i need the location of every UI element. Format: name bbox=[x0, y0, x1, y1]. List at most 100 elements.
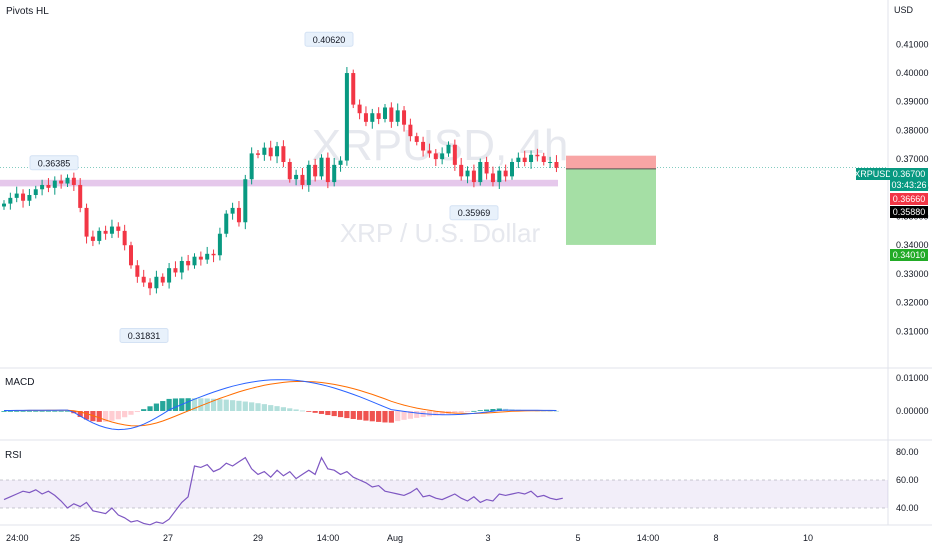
candle-body[interactable] bbox=[205, 253, 210, 260]
candle-body[interactable] bbox=[141, 276, 146, 283]
candle-body[interactable] bbox=[287, 162, 292, 180]
candle-body[interactable] bbox=[52, 180, 57, 188]
candle-body[interactable] bbox=[78, 184, 83, 208]
macd-histogram-bar bbox=[376, 411, 382, 422]
candle-body[interactable] bbox=[211, 253, 216, 256]
candle-body[interactable] bbox=[173, 268, 178, 273]
candle-body[interactable] bbox=[306, 164, 311, 185]
candle-body[interactable] bbox=[116, 226, 121, 231]
candle-body[interactable] bbox=[497, 170, 502, 183]
candle-body[interactable] bbox=[554, 162, 559, 168]
candle-body[interactable] bbox=[46, 184, 51, 188]
candle-body[interactable] bbox=[179, 261, 184, 273]
candle-body[interactable] bbox=[40, 184, 45, 190]
candle-body[interactable] bbox=[510, 162, 514, 177]
candle-body[interactable] bbox=[21, 193, 26, 201]
candle-body[interactable] bbox=[351, 73, 356, 105]
candle-body[interactable] bbox=[344, 73, 349, 161]
candle-body[interactable] bbox=[14, 193, 19, 198]
macd-histogram-bar bbox=[325, 411, 331, 416]
candle-body[interactable] bbox=[389, 107, 394, 122]
candle-body[interactable] bbox=[414, 136, 419, 142]
candle-body[interactable] bbox=[262, 147, 267, 155]
candle-body[interactable] bbox=[395, 110, 400, 122]
candle-body[interactable] bbox=[376, 113, 381, 119]
candle-body[interactable] bbox=[160, 276, 165, 283]
candle-body[interactable] bbox=[90, 236, 95, 241]
macd-histogram-bar bbox=[388, 411, 394, 423]
candle-body[interactable] bbox=[268, 147, 273, 157]
candle-body[interactable] bbox=[478, 162, 483, 183]
candle-body[interactable] bbox=[421, 141, 426, 151]
candle-body[interactable] bbox=[465, 170, 470, 177]
candle-body[interactable] bbox=[249, 153, 254, 180]
candle-body[interactable] bbox=[71, 177, 76, 185]
macd-histogram-bar bbox=[344, 411, 350, 419]
candle-body[interactable] bbox=[135, 265, 140, 277]
candle-body[interactable] bbox=[357, 104, 362, 114]
stop-loss-zone[interactable] bbox=[566, 155, 656, 169]
candle-body[interactable] bbox=[459, 164, 464, 177]
candle-body[interactable] bbox=[186, 261, 191, 266]
macd-histogram-bar bbox=[287, 408, 293, 411]
candle-body[interactable] bbox=[275, 146, 280, 157]
candle-body[interactable] bbox=[548, 162, 553, 163]
candle-body[interactable] bbox=[370, 113, 375, 122]
candle-body[interactable] bbox=[224, 213, 229, 234]
candle-body[interactable] bbox=[503, 170, 508, 177]
candle-body[interactable] bbox=[427, 150, 432, 154]
candle-body[interactable] bbox=[294, 174, 299, 180]
candle-body[interactable] bbox=[363, 113, 368, 122]
macd-tick-label: 0.00000 bbox=[896, 406, 929, 416]
candle-body[interactable] bbox=[281, 146, 286, 162]
candle-body[interactable] bbox=[84, 207, 89, 237]
candle-body[interactable] bbox=[402, 110, 407, 125]
candle-body[interactable] bbox=[198, 256, 203, 260]
candle-body[interactable] bbox=[167, 268, 172, 283]
candle-body[interactable] bbox=[129, 245, 133, 266]
candle-body[interactable] bbox=[300, 174, 305, 185]
candle-body[interactable] bbox=[148, 282, 153, 289]
candle-body[interactable] bbox=[217, 233, 222, 256]
candle-body[interactable] bbox=[325, 157, 330, 183]
candle-body[interactable] bbox=[256, 153, 260, 155]
candle-body[interactable] bbox=[230, 207, 235, 214]
candle-body[interactable] bbox=[97, 230, 102, 241]
candle-body[interactable] bbox=[2, 203, 6, 207]
candle-body[interactable] bbox=[236, 207, 241, 223]
candle-body[interactable] bbox=[535, 154, 540, 157]
candle-body[interactable] bbox=[33, 189, 38, 195]
candle-body[interactable] bbox=[27, 195, 32, 201]
candle-body[interactable] bbox=[8, 197, 13, 204]
candle-body[interactable] bbox=[59, 180, 64, 184]
candle-body[interactable] bbox=[516, 157, 521, 162]
macd-histogram-bar bbox=[280, 407, 286, 411]
candle-body[interactable] bbox=[471, 170, 476, 183]
macd-histogram-bar bbox=[318, 411, 325, 414]
candle-body[interactable] bbox=[154, 276, 159, 289]
candle-body[interactable] bbox=[490, 173, 495, 183]
candle-body[interactable] bbox=[122, 230, 127, 246]
pivot-label-text: 0.35969 bbox=[458, 208, 491, 218]
candle-body[interactable] bbox=[408, 124, 413, 137]
candle-body[interactable] bbox=[529, 154, 534, 162]
candle-body[interactable] bbox=[313, 164, 318, 177]
candle-body[interactable] bbox=[440, 153, 445, 160]
candle-body[interactable] bbox=[65, 177, 70, 184]
candle-body[interactable] bbox=[446, 144, 451, 154]
candle-body[interactable] bbox=[541, 156, 546, 162]
candle-body[interactable] bbox=[383, 107, 387, 119]
candle-body[interactable] bbox=[452, 144, 457, 165]
candle-body[interactable] bbox=[484, 162, 489, 174]
candle-body[interactable] bbox=[243, 179, 248, 223]
candle-body[interactable] bbox=[319, 157, 324, 177]
candle-body[interactable] bbox=[103, 230, 108, 234]
take-profit-zone[interactable] bbox=[566, 168, 656, 245]
candle-body[interactable] bbox=[192, 256, 197, 266]
candle-body[interactable] bbox=[109, 226, 114, 234]
candle-body[interactable] bbox=[338, 160, 343, 165]
candle-body[interactable] bbox=[332, 164, 337, 183]
candle-body[interactable] bbox=[433, 153, 438, 160]
candle-body[interactable] bbox=[522, 157, 527, 162]
